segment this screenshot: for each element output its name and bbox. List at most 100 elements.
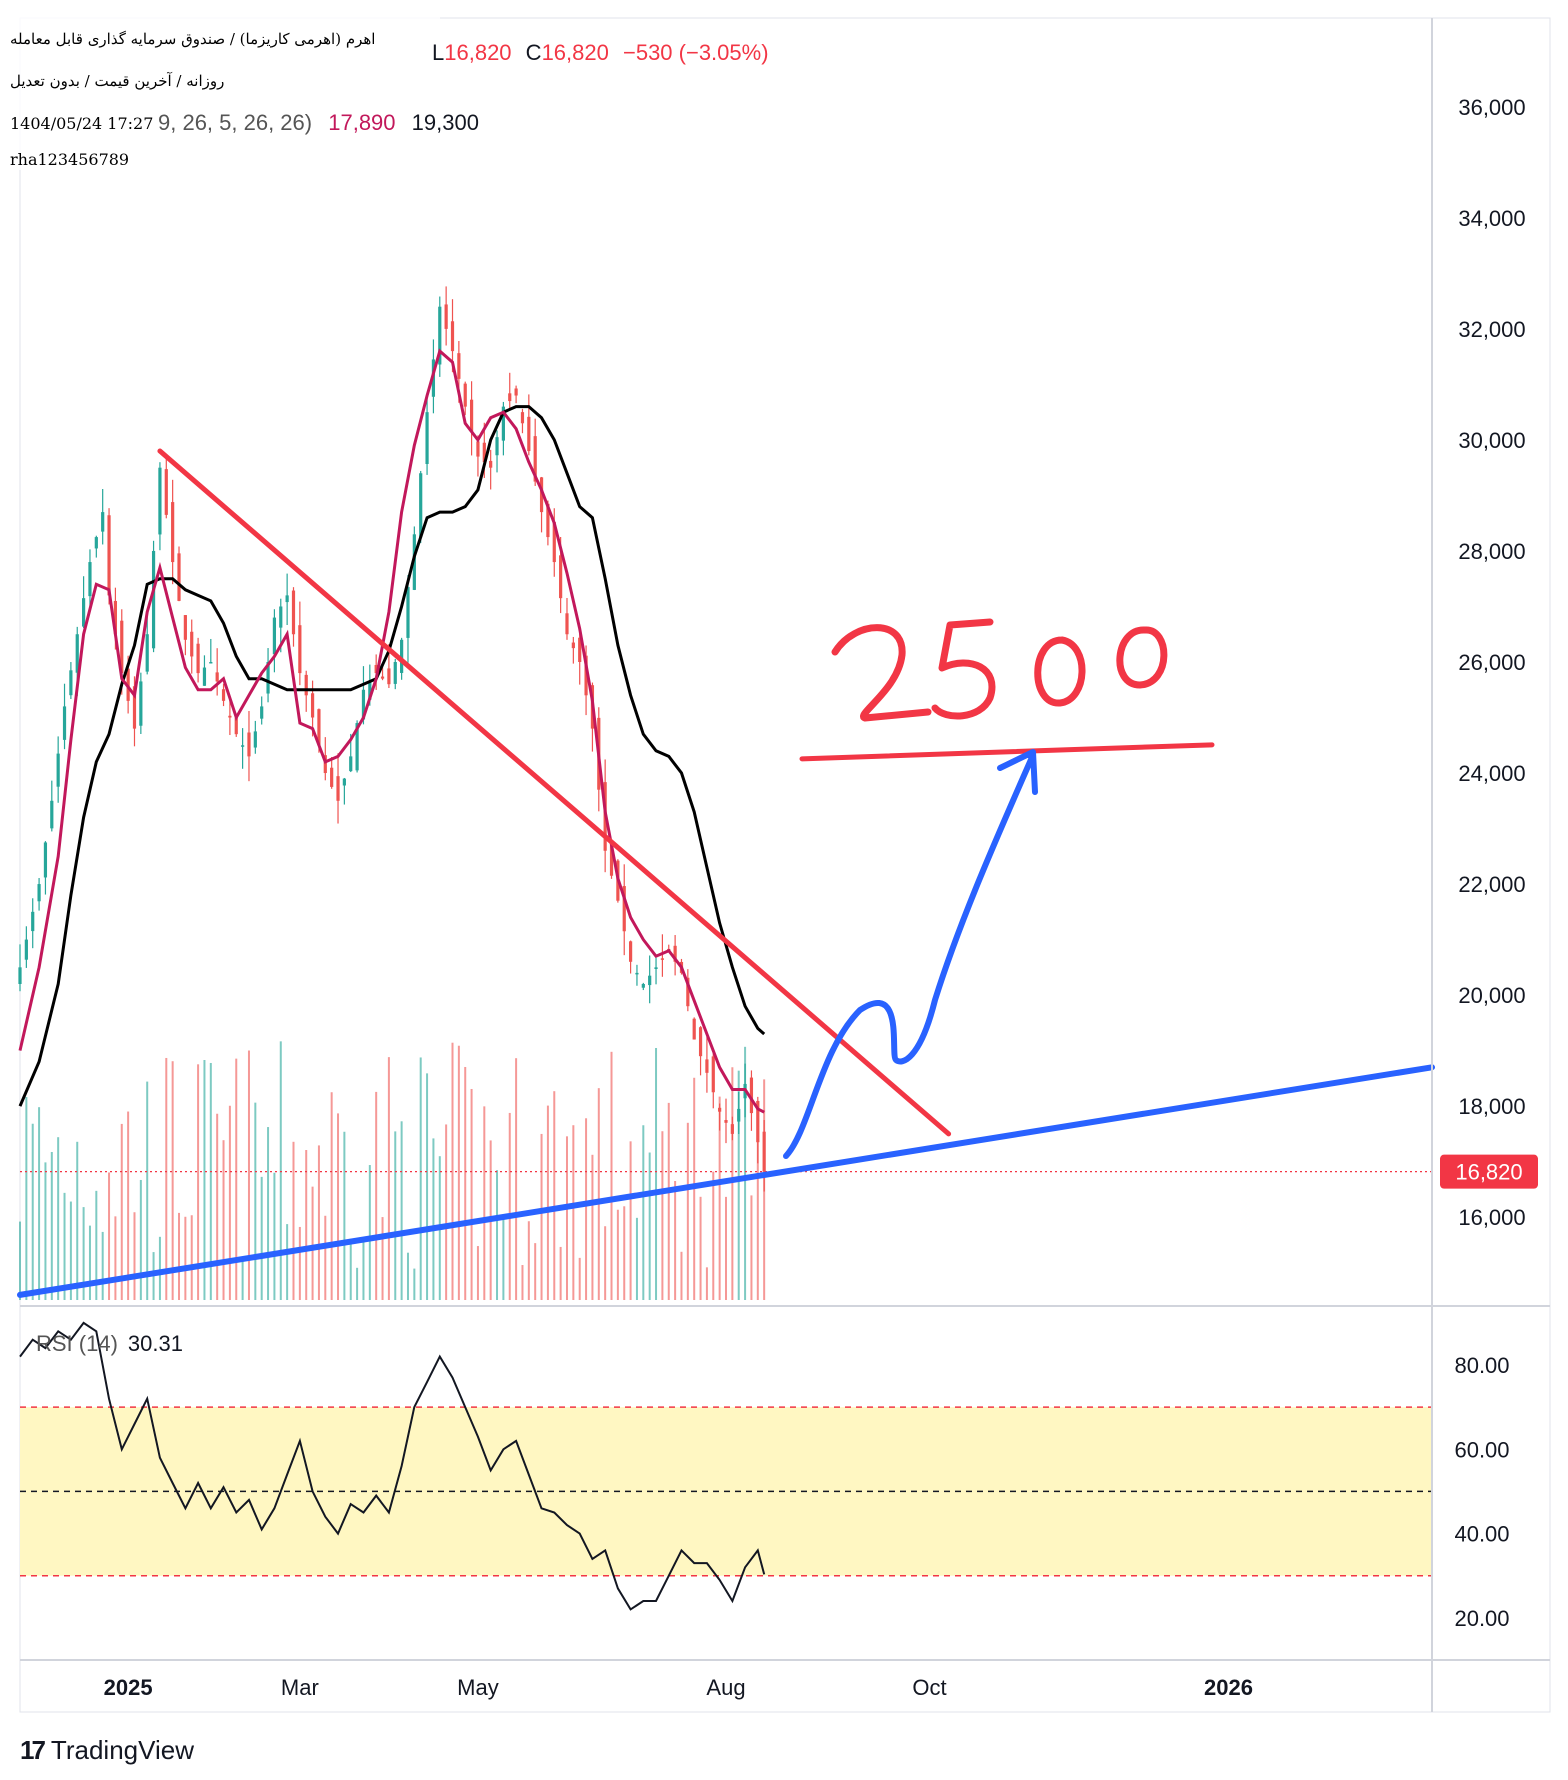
volume-bar (629, 1141, 632, 1300)
time-tick-label: 2025 (104, 1675, 153, 1700)
volume-bar (108, 1172, 111, 1300)
indicator-params: 9, 26, 5, 26, 26) (158, 110, 313, 135)
volume-bar (457, 1045, 460, 1300)
candles (18, 286, 766, 1192)
volume-bar (661, 1131, 664, 1300)
candle (145, 612, 149, 675)
volume-bar (553, 1091, 556, 1300)
low-value: 16,820 (444, 40, 512, 65)
candle (698, 1026, 703, 1076)
candle (469, 381, 474, 456)
candle (31, 898, 35, 949)
volume-bar (578, 1257, 581, 1300)
volume-bar (686, 1122, 689, 1300)
change-value: −530 (−3.05%) (622, 40, 769, 65)
projection-arrow[interactable] (783, 749, 1038, 1159)
volume-bar (565, 1136, 568, 1300)
ohlc-readout: L16,820 C16,820 −530 (−3.05%) (432, 40, 769, 66)
volume-bar (133, 1212, 136, 1300)
candle (56, 736, 60, 803)
candle (737, 1091, 741, 1135)
volume-bar (228, 1105, 231, 1300)
time-tick-label: Mar (281, 1675, 319, 1700)
candle (330, 756, 334, 789)
candle (686, 969, 690, 1012)
candle (393, 658, 397, 690)
tradingview-logo-icon: 17 (20, 1735, 46, 1765)
candle (241, 728, 245, 769)
volume-bar (63, 1192, 66, 1300)
volume-bar (241, 1261, 244, 1300)
volume-bar (19, 1221, 21, 1300)
volume-bar (546, 1105, 549, 1300)
indicator-readout[interactable]: 9, 26, 5, 26, 26) 17,890 19,300 (158, 110, 479, 136)
volume-bar (76, 1141, 79, 1300)
volume-bar (718, 1096, 721, 1300)
volume-bar (744, 1046, 747, 1300)
target-level-line[interactable] (799, 742, 1215, 762)
candle (291, 587, 296, 647)
rsi-axis: 80.00 60.00 40.00 20.00 (1454, 1353, 1509, 1631)
candle (380, 666, 385, 681)
volume-bar (235, 1058, 238, 1300)
volume-bar (178, 1212, 181, 1300)
price-tick-label: 22,000 (1458, 872, 1525, 897)
volume-bar (635, 1217, 638, 1300)
candle (342, 777, 346, 805)
candle (215, 648, 219, 696)
volume-bar (750, 1195, 753, 1300)
candle (69, 662, 73, 699)
volume-bar (445, 1124, 448, 1300)
candle (571, 636, 575, 664)
candle (139, 672, 143, 734)
candle (94, 535, 98, 558)
volume-bar (731, 1067, 734, 1300)
candle (692, 1017, 696, 1040)
red-downtrend-line[interactable] (157, 448, 952, 1137)
price-tick-label: 26,000 (1458, 650, 1525, 675)
volume-bar (426, 1073, 429, 1300)
volume-bar (432, 1138, 435, 1300)
candle (501, 401, 505, 456)
volume-bar (451, 1042, 454, 1300)
volume-bar (50, 1151, 53, 1300)
volume-bar (44, 1162, 47, 1300)
volume-bar (667, 1102, 670, 1300)
indicator-fast-value: 17,890 (328, 110, 396, 135)
volume-bar (190, 1215, 193, 1300)
tradingview-logo[interactable]: 17 TradingView (20, 1735, 194, 1766)
candle (190, 619, 194, 674)
volume-bar (317, 1145, 320, 1300)
rsi-legend[interactable]: RSI (14) 30.31 (36, 1331, 183, 1357)
candle (285, 573, 289, 626)
volume-bar (616, 1209, 619, 1300)
indicator-slow-value: 19,300 (411, 110, 479, 135)
candle (266, 648, 270, 703)
rsi-tick-label: 40.00 (1454, 1522, 1509, 1547)
rsi-tick-label: 20.00 (1454, 1606, 1509, 1631)
candle (247, 710, 251, 782)
candle (164, 454, 168, 519)
rsi-tick-label: 60.00 (1454, 1437, 1509, 1462)
price-axis: 36,000 34,000 32,000 30,000 28,000 26,000 24,0… (1458, 95, 1525, 1230)
candle (228, 696, 232, 736)
candle (444, 286, 448, 346)
candle (463, 381, 467, 416)
volume-bar (387, 1057, 390, 1300)
candle (730, 1116, 734, 1141)
blue-support-line[interactable] (17, 1064, 1435, 1298)
candle (158, 462, 162, 551)
candle (62, 683, 67, 750)
fast-moving-line (18, 348, 765, 1114)
price-tick-label: 34,000 (1458, 206, 1525, 231)
volume-bar (292, 1141, 295, 1300)
volume-bar (279, 1041, 282, 1300)
volume-bar (648, 1152, 651, 1300)
candle (37, 878, 41, 911)
volume-bar (337, 1113, 340, 1300)
volume-bar (591, 1154, 594, 1300)
volume-bar (400, 1121, 403, 1300)
volume-bar (184, 1216, 187, 1300)
volume-bar (95, 1190, 98, 1300)
